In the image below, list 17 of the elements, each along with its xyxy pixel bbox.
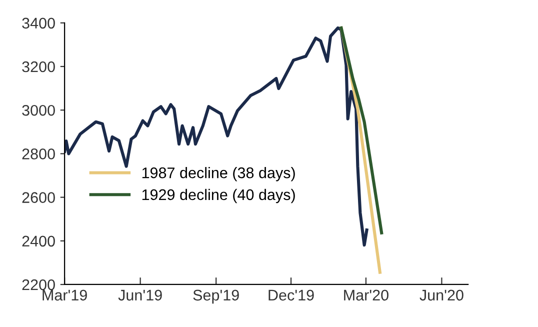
x-tick-label: Mar'20 [344,290,388,301]
x-tick-label: Mar'19 [42,290,87,301]
line-series [64,26,368,247]
x-tick-label: Jun'20 [420,290,464,301]
x-tick-label: Dec'19 [268,290,314,301]
y-tick-label: 3000 [22,104,55,116]
y-tick-label: 2600 [22,192,55,203]
x-tick-label: Sep'19 [193,290,239,304]
y-tick-label: 2800 [22,148,55,160]
line-series [340,26,384,234]
y-tick-label: 2400 [22,236,55,247]
legend-label: 1929 decline (40 days) [142,188,295,204]
legend-label: 1987 decline (38 days) [142,167,295,182]
y-tick-label: 2200 [22,279,55,290]
y-tick-label: 3200 [22,61,55,72]
y-tick-label: 3400 [22,18,55,29]
x-tick-label: Jun'19 [118,290,162,301]
